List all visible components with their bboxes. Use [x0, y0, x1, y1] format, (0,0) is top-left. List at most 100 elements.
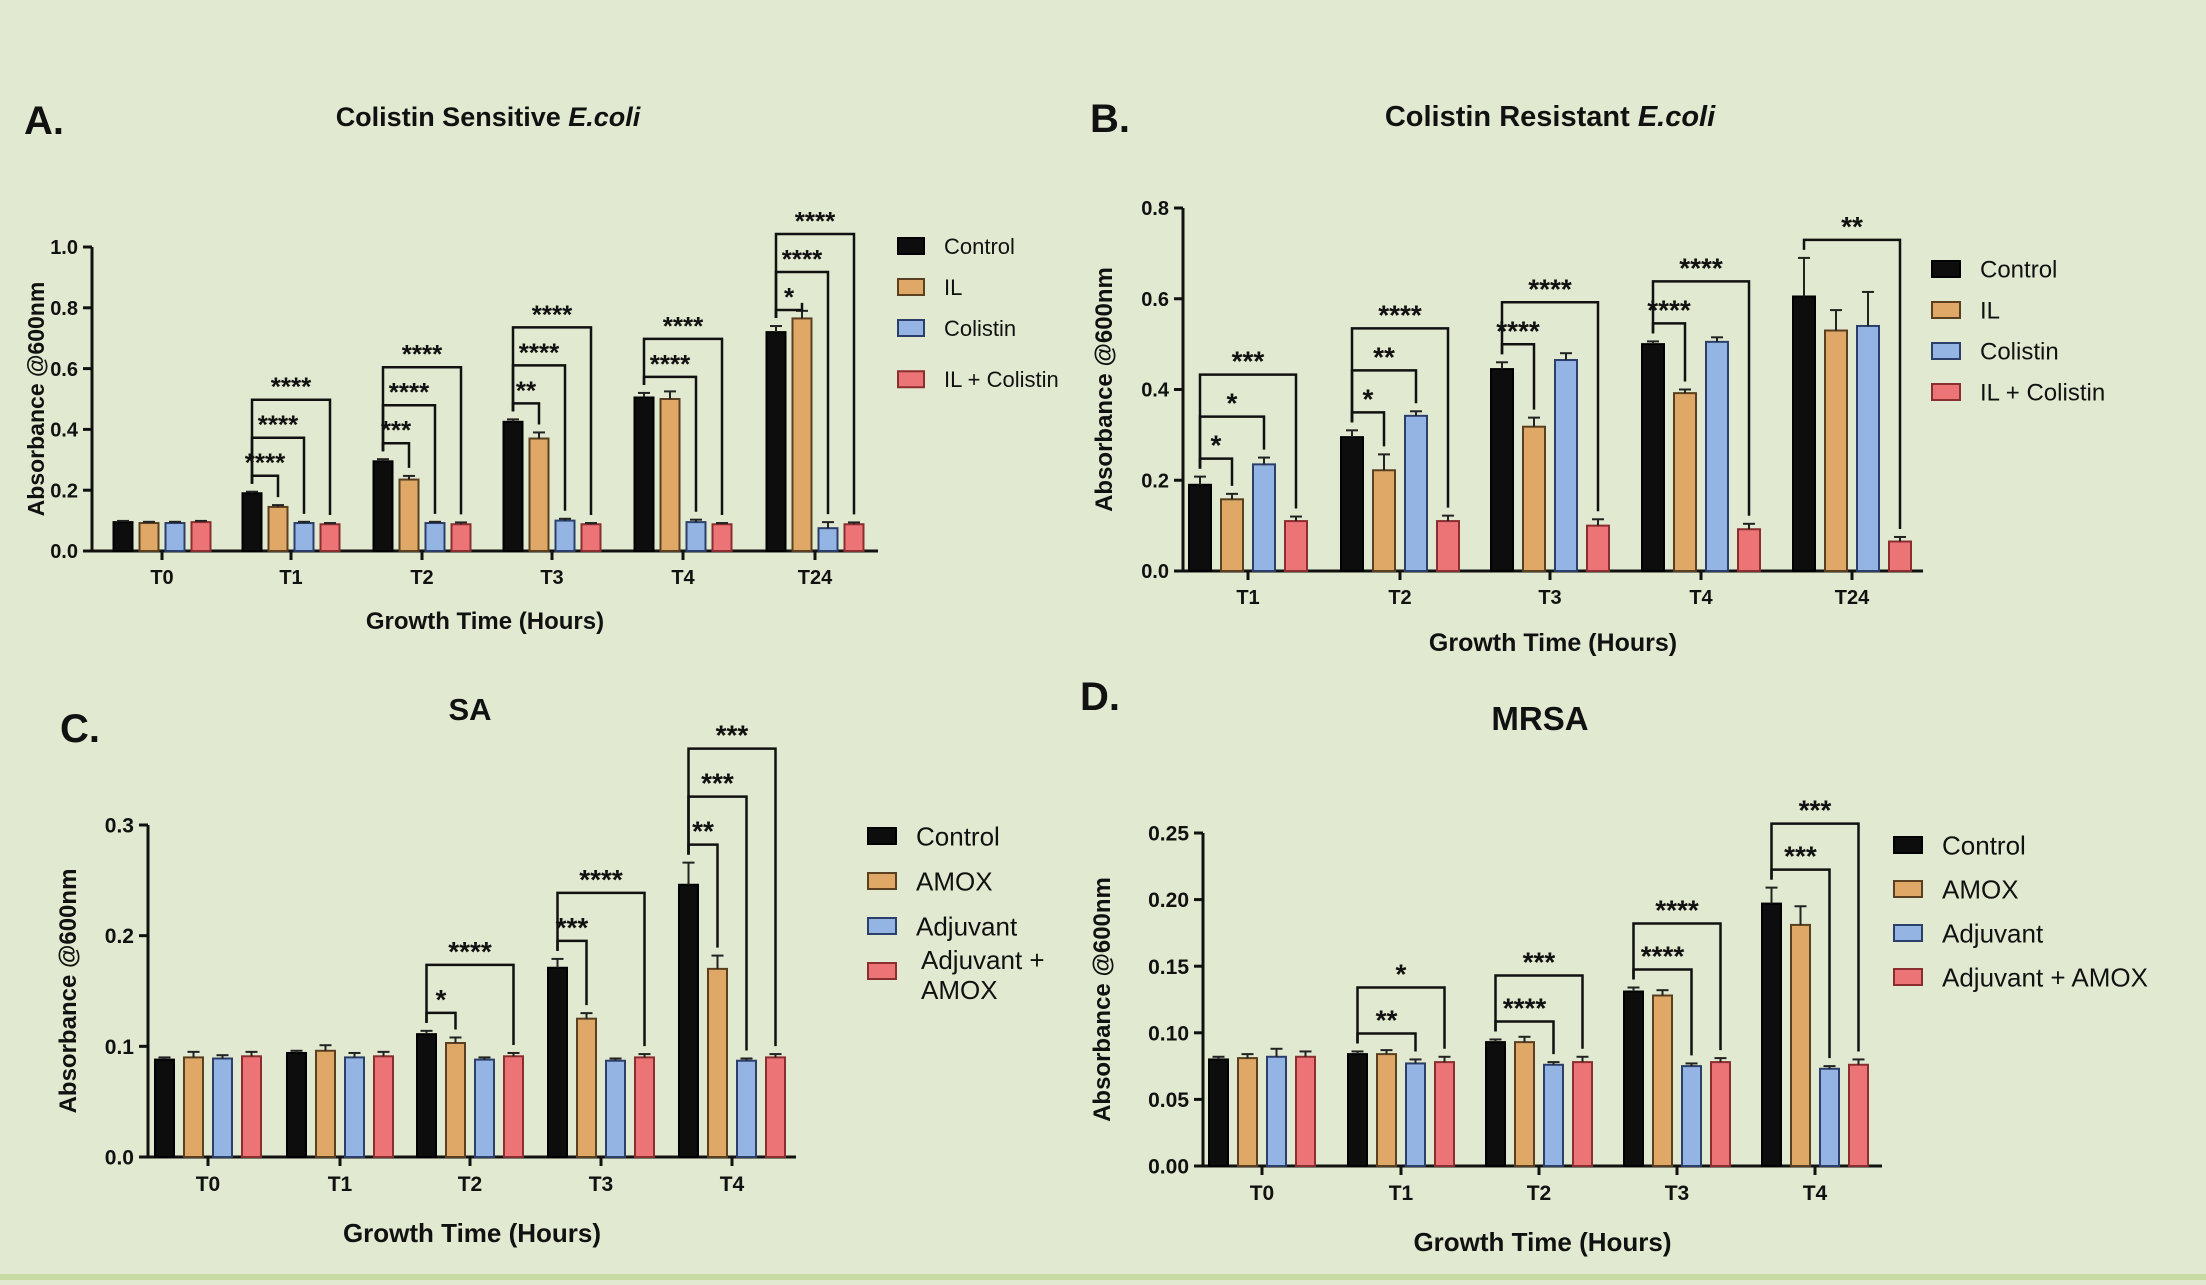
legend-label: Control	[1942, 830, 2026, 860]
significance-bracket	[556, 891, 646, 1047]
significance-bracket	[511, 326, 593, 516]
bar	[605, 1059, 626, 1158]
bar	[1436, 520, 1460, 573]
bar	[1340, 436, 1364, 572]
legend-swatch	[867, 917, 897, 935]
y-tick-label: 0.20	[1148, 889, 1189, 912]
significance-stars: ****	[1503, 992, 1547, 1023]
significance-bracket	[1770, 822, 1860, 1052]
y-tick-label: 0.05	[1148, 1089, 1189, 1112]
bar	[1434, 1061, 1455, 1167]
legend-swatch	[897, 319, 925, 337]
bar	[373, 1055, 394, 1158]
bar	[344, 1056, 365, 1159]
bar	[1404, 414, 1428, 572]
x-tick-label: T4	[671, 567, 695, 589]
significance-bracket	[1350, 327, 1450, 508]
y-tick-label: 0.2	[105, 925, 134, 948]
significance-stars: ****	[402, 339, 443, 369]
x-axis-label: Growth Time (Hours)	[366, 608, 604, 635]
panel-c-title-text: SA	[448, 692, 491, 727]
bar	[1790, 923, 1811, 1168]
y-tick-label: 0.8	[1141, 198, 1169, 220]
significance-stars: *	[784, 282, 795, 312]
legend-swatch	[1931, 260, 1961, 278]
significance-bracket	[687, 747, 777, 1047]
bar	[1295, 1055, 1316, 1167]
panel-d-letter: D.	[1080, 675, 1120, 719]
significance-stars: ****	[271, 372, 312, 402]
legend-label: IL	[1980, 298, 2000, 325]
x-tick-label: T4	[720, 1173, 745, 1196]
x-tick-label: T1	[279, 567, 302, 589]
bar	[190, 521, 212, 552]
panel-d-title: MRSA	[1491, 700, 1588, 737]
bar	[1673, 392, 1697, 572]
bar	[1208, 1058, 1229, 1167]
significance-stars: ***	[1523, 946, 1556, 977]
significance-stars: ****	[782, 244, 823, 274]
bar	[678, 883, 699, 1158]
bar	[736, 1059, 757, 1158]
bar	[1543, 1063, 1564, 1167]
bar	[1652, 994, 1673, 1168]
bar	[633, 396, 655, 553]
panel-c-letter: C.	[60, 707, 100, 751]
significance-stars: *	[1396, 958, 1407, 989]
bar	[138, 522, 160, 552]
significance-stars: ****	[1528, 273, 1572, 304]
bar	[765, 1056, 786, 1159]
significance-bracket	[642, 337, 724, 516]
bar	[547, 966, 568, 1159]
panel-a-title: Colistin Sensitive E.coli	[336, 102, 641, 132]
panel-b: B. Colistin Resistant E.coli 0.00.20.40.…	[1090, 97, 2105, 657]
bar	[634, 1056, 655, 1159]
panel-b-title-italic: E.coli	[1638, 101, 1716, 133]
bottom-border	[0, 1274, 2206, 1280]
significance-bracket	[425, 1011, 457, 1030]
bar	[286, 1051, 307, 1159]
bar	[1220, 498, 1244, 572]
bar	[1490, 368, 1514, 572]
bar	[707, 967, 728, 1158]
bar	[424, 522, 446, 552]
legend-swatch	[867, 827, 897, 845]
y-tick-label: 0.6	[1141, 289, 1169, 311]
bar	[1888, 540, 1912, 572]
panel-c-title: SA	[448, 692, 491, 727]
significance-stars: ****	[795, 206, 836, 236]
y-tick-label: 0.00	[1148, 1156, 1189, 1179]
panel-a-letter: A.	[24, 99, 64, 143]
x-tick-label: T1	[1389, 1182, 1414, 1205]
panel-a-title-text: Colistin Sensitive	[336, 102, 561, 132]
legend-label: AMOX	[1942, 874, 2019, 904]
significance-stars: ***	[1784, 841, 1817, 872]
legend-label: Adjuvant	[916, 911, 1018, 941]
bar	[1266, 1055, 1287, 1167]
x-tick-label: T4	[1689, 587, 1713, 609]
legend-label: Adjuvant + AMOX	[1942, 962, 2148, 992]
significance-bracket	[1802, 238, 1902, 529]
y-tick-label: 1.0	[50, 237, 78, 259]
x-tick-label: T0	[196, 1173, 221, 1196]
panel-b-letter: B.	[1090, 97, 1130, 141]
panel-a-plot: 0.0 0.2 0.4 0.6 0.8 1.0 T0 T1 T2 T3 T4 T24 Growth Ti…	[23, 206, 1059, 635]
x-tick-label: T2	[1527, 1182, 1552, 1205]
legend-label: Control	[944, 234, 1015, 259]
bar	[1761, 902, 1782, 1167]
x-axis-label: Growth Time (Hours)	[343, 1218, 601, 1248]
bar	[293, 522, 315, 552]
x-tick-label: T24	[1835, 587, 1870, 609]
panel-b-title-text: Colistin Resistant	[1385, 101, 1630, 133]
bar	[450, 523, 472, 552]
y-tick-label: 0.0	[105, 1147, 134, 1170]
x-tick-label: T3	[540, 567, 563, 589]
x-tick-label: T1	[328, 1173, 353, 1196]
legend-label: Adjuvant	[1942, 918, 2044, 948]
x-tick-label: T2	[1388, 587, 1411, 609]
bar	[372, 460, 394, 553]
legend-label: IL + Colistin	[1980, 380, 2105, 407]
y-axis-label: Absorbance @600nm	[1089, 877, 1116, 1122]
x-tick-label: T1	[1236, 587, 1259, 609]
